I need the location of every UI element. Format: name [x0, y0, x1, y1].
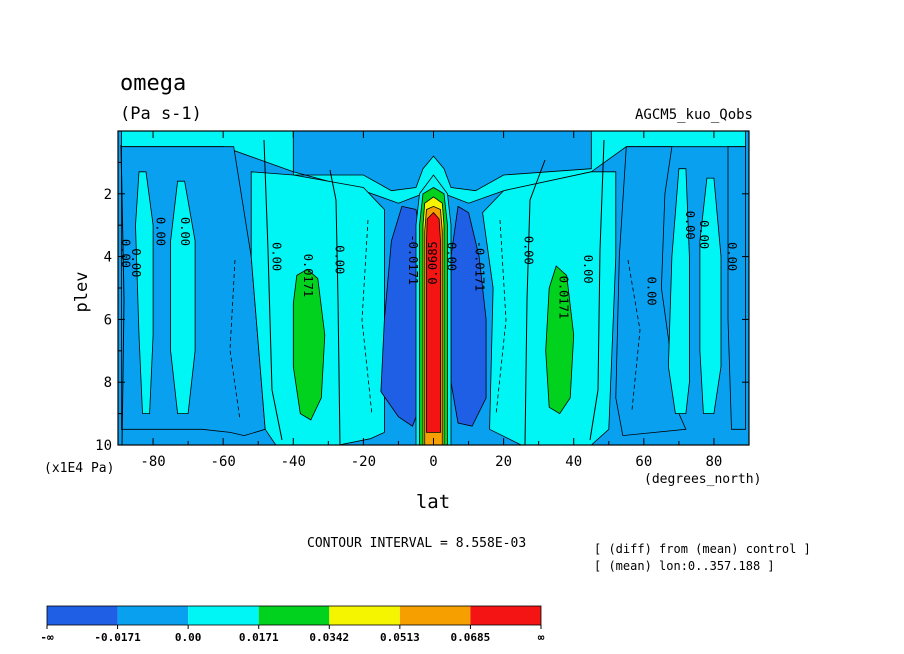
contour-label: 0.00: [129, 248, 143, 277]
colorbar-label: ∞: [538, 631, 545, 644]
chart-units: (Pa s-1): [120, 104, 202, 124]
colorbar-frame: [46, 605, 542, 626]
region-sky-left-column-1: [135, 171, 154, 415]
y-axis-label: plev: [72, 272, 92, 313]
region-sky-left-column-2: [170, 180, 196, 415]
y-tick-label: 6: [104, 312, 112, 328]
x-axis-label: lat: [416, 491, 450, 513]
colorbar-swatch: [470, 606, 541, 625]
contour-label: 0.00: [725, 242, 739, 271]
y-tick-label: 8: [104, 375, 112, 391]
contour-label: 0.00: [332, 245, 346, 274]
colorbar-swatch: [117, 606, 189, 625]
contour-label: -0.0171: [473, 241, 487, 292]
colorbar-label: 0.0685: [451, 631, 491, 644]
region-red-equator: [426, 212, 441, 433]
colorbar-swatch: [329, 606, 400, 625]
contour-line: [263, 139, 283, 441]
colorbar-swatch: [258, 606, 330, 625]
x-tick-label: 0: [429, 454, 437, 470]
contour-label: 0.00: [154, 217, 168, 246]
contour-label: -0.0171: [406, 234, 420, 285]
contour-line-dashed: [229, 259, 241, 421]
x-tick-label: -80: [140, 454, 165, 470]
diff-note: [ (diff) from (mean) control ]: [594, 542, 811, 556]
contour-label: 0.00: [683, 211, 697, 240]
colorbar-swatch: [47, 606, 118, 625]
contour-label: 0.00: [522, 236, 536, 265]
y-axis-units: (x1E4 Pa): [44, 461, 114, 476]
x-tick-label: 60: [635, 454, 652, 470]
contour-label: 0.00: [178, 217, 192, 246]
colorbar-label: -0.0171: [94, 631, 141, 644]
shaded-regions: [121, 131, 746, 445]
contour-interval-note: CONTOUR INTERVAL = 8.558E-03: [307, 536, 526, 551]
x-tick-label: 20: [495, 454, 512, 470]
colorbar-swatch: [188, 606, 259, 625]
colorbar-label: 0.0513: [380, 631, 420, 644]
region-sky-right-column-2: [699, 177, 722, 415]
contour-line: [589, 139, 605, 441]
contour-labels: 0.000.000.00 0.000.00 0.0171 0.00 -0.0171 0.0…: [119, 211, 739, 319]
y-axis-ticks: 2 4 6 8 10: [95, 161, 749, 454]
contour-line-dashed: [361, 219, 373, 416]
contour-label: 0.0171: [557, 276, 571, 319]
contour-line-dashed: [627, 259, 641, 411]
contour-label: 0.00: [119, 239, 133, 268]
chart-title: omega: [120, 71, 186, 96]
y-tick-label: 2: [104, 187, 112, 203]
region-sky-right-column-1: [667, 168, 690, 415]
region-green-left: [292, 268, 326, 421]
contour-label: 0.0685: [426, 241, 440, 284]
colorbar-label: 0.00: [175, 631, 202, 644]
contour-line: [524, 159, 546, 445]
colorbar-label: 0.0342: [309, 631, 349, 644]
colorbar-swatch: [399, 606, 471, 625]
x-tick-label: 40: [565, 454, 582, 470]
contour-line: [120, 144, 125, 445]
contour-lines: [120, 139, 641, 445]
plot-area: 0.000.000.00 0.000.00 0.0171 0.00 -0.0171 0.0…: [117, 130, 750, 446]
region-midlevel-sky-band: [121, 131, 746, 204]
contour-label: 0.00: [581, 255, 595, 284]
x-tick-label: 80: [706, 454, 723, 470]
colorbar: -∞ -0.0171 0.00 0.0171 0.0342 0.0513 0.0685 ∞: [40, 605, 545, 644]
x-tick-label: -40: [281, 454, 306, 470]
contour-label: 0.00: [269, 242, 283, 271]
mean-note: [ (mean) lon:0..357.188 ]: [594, 559, 775, 573]
y-tick-label: 10: [95, 438, 112, 454]
y-tick-label: 4: [104, 250, 112, 266]
colorbar-label: 0.0171: [239, 631, 279, 644]
contour-label: 0.00: [644, 277, 658, 306]
contour-label: 0.00: [697, 220, 711, 249]
x-axis-units: (degrees_north): [644, 472, 761, 487]
x-tick-label: -60: [211, 454, 236, 470]
contour-label: 0.0171: [301, 254, 315, 297]
colorbar-label: -∞: [40, 631, 54, 644]
contour-label: 0.00: [445, 242, 459, 271]
region-negative-band-right-edge: [727, 146, 746, 430]
x-tick-label: -20: [351, 454, 376, 470]
contour-line: [329, 169, 341, 445]
region-green-right: [545, 265, 575, 415]
contour-line-dashed: [495, 219, 507, 416]
dataset-label: AGCM5_kuo_Qobs: [635, 107, 753, 123]
x-axis-ticks: -80 -60 -40 -20 0 20 40 60 80: [117, 131, 750, 470]
